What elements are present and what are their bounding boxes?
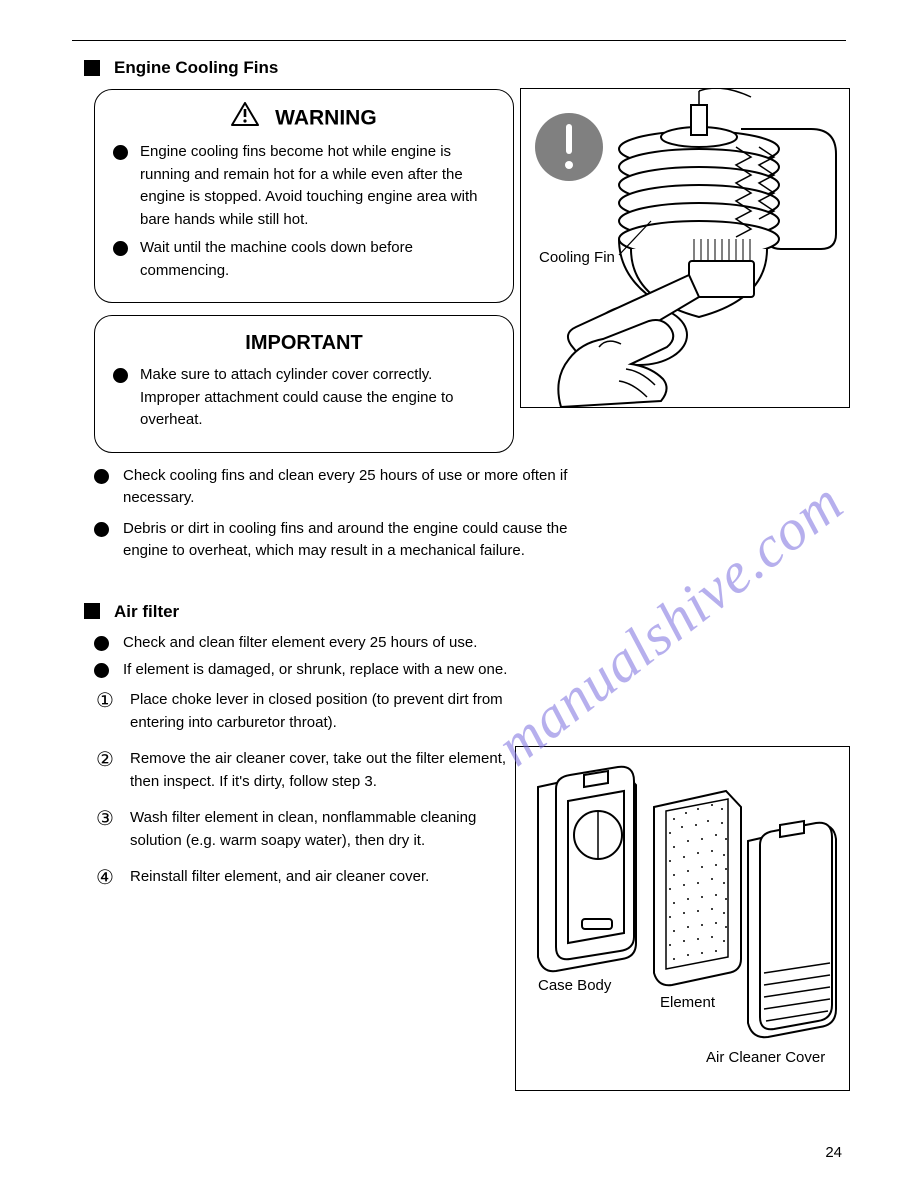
warning-box: WARNING Engine cooling fins become hot w… bbox=[94, 89, 514, 304]
bullet-dot-icon bbox=[94, 469, 109, 484]
important-box: IMPORTANT Make sure to attach cylinder c… bbox=[94, 315, 514, 453]
warning-item: Engine cooling fins become hot while eng… bbox=[113, 141, 495, 231]
important-item: Make sure to attach cylinder cover corre… bbox=[113, 364, 495, 432]
square-bullet-icon bbox=[84, 60, 100, 76]
section-header-air-filter: Air filter bbox=[84, 599, 846, 625]
circled-number-icon: ① bbox=[94, 689, 116, 713]
warning-text: Wait until the machine cools down before… bbox=[140, 237, 495, 282]
cooling-fins-notes: Check cooling fins and clean every 25 ho… bbox=[94, 465, 574, 563]
note-text: Check and clean filter element every 25 … bbox=[123, 632, 574, 655]
page-number: 24 bbox=[825, 1142, 842, 1165]
bullet-dot-icon bbox=[113, 368, 128, 383]
warning-item: Wait until the machine cools down before… bbox=[113, 237, 495, 282]
section-title: Air filter bbox=[114, 599, 179, 625]
bullet-dot-icon bbox=[94, 663, 109, 678]
circled-number-icon: ④ bbox=[94, 866, 116, 890]
figure-label-element: Element bbox=[660, 992, 715, 1015]
figure-label-case-body: Case Body bbox=[538, 975, 611, 998]
warning-text: Engine cooling fins become hot while eng… bbox=[140, 141, 495, 231]
air-filter-notes: Check and clean filter element every 25 … bbox=[94, 632, 574, 681]
step-item: ① Place choke lever in closed position (… bbox=[94, 689, 846, 734]
warning-label: WARNING bbox=[275, 106, 377, 129]
note-text: If element is damaged, or shrunk, replac… bbox=[123, 659, 574, 682]
step-text: Remove the air cleaner cover, take out t… bbox=[130, 748, 530, 793]
warning-heading: WARNING bbox=[113, 102, 495, 136]
note-item: If element is damaged, or shrunk, replac… bbox=[94, 659, 574, 682]
section-header-cooling-fins: Engine Cooling Fins bbox=[84, 55, 846, 81]
warning-triangle-icon bbox=[231, 102, 259, 136]
figure-cooling-fin: Cooling Fin bbox=[520, 88, 850, 408]
note-item: Check and clean filter element every 25 … bbox=[94, 632, 574, 655]
step-text: Place choke lever in closed position (to… bbox=[130, 689, 530, 734]
section-title: Engine Cooling Fins bbox=[114, 55, 278, 81]
important-text: Make sure to attach cylinder cover corre… bbox=[140, 364, 495, 432]
note-text: Check cooling fins and clean every 25 ho… bbox=[123, 465, 574, 510]
bullet-dot-icon bbox=[94, 522, 109, 537]
step-text: Wash filter element in clean, nonflammab… bbox=[130, 807, 530, 852]
figure-label-cooling-fin: Cooling Fin bbox=[539, 247, 615, 270]
important-heading: IMPORTANT bbox=[113, 328, 495, 358]
square-bullet-icon bbox=[84, 603, 100, 619]
circled-number-icon: ③ bbox=[94, 807, 116, 831]
bullet-dot-icon bbox=[113, 145, 128, 160]
bullet-dot-icon bbox=[113, 241, 128, 256]
bullet-dot-icon bbox=[94, 636, 109, 651]
circled-number-icon: ② bbox=[94, 748, 116, 772]
figure-air-cleaner: Case Body Element Air Cleaner Cover bbox=[515, 746, 850, 1091]
step-text: Reinstall filter element, and air cleane… bbox=[130, 866, 530, 889]
note-item: Check cooling fins and clean every 25 ho… bbox=[94, 465, 574, 510]
note-text: Debris or dirt in cooling fins and aroun… bbox=[123, 518, 574, 563]
figure-label-air-cleaner-cover: Air Cleaner Cover bbox=[706, 1047, 825, 1070]
note-item: Debris or dirt in cooling fins and aroun… bbox=[94, 518, 574, 563]
